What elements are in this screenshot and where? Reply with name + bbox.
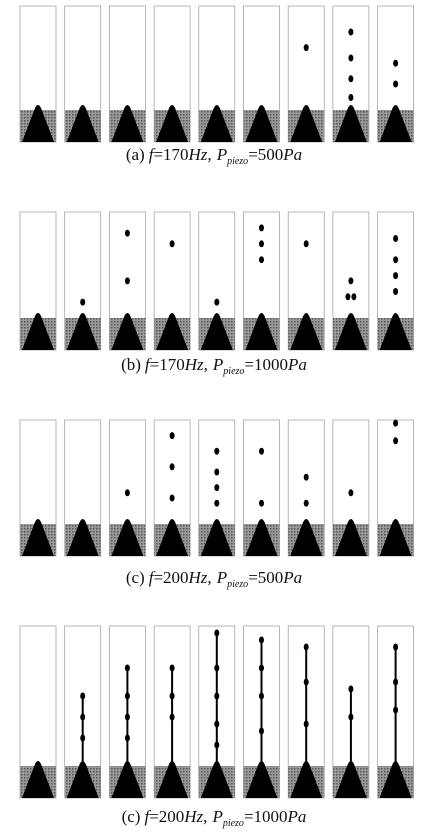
caption: (c)f=200Hz,Ppiezo=500Pa <box>126 568 302 590</box>
caption: (b)f=170Hz,Ppiezo=1000Pa <box>121 355 307 377</box>
caption-label: (b) <box>121 355 141 374</box>
droplet <box>80 693 85 700</box>
caption-sub: piezo <box>226 579 248 590</box>
droplet <box>259 448 264 455</box>
droplet <box>259 665 264 672</box>
droplet <box>125 693 130 700</box>
droplet <box>259 637 264 644</box>
caption-hz: Hz, <box>184 355 208 374</box>
droplet <box>125 714 130 721</box>
droplet <box>259 500 264 507</box>
droplet <box>304 644 309 651</box>
droplet <box>304 474 309 481</box>
droplet <box>170 495 175 502</box>
droplet <box>259 693 264 700</box>
caption-freq: =170 <box>150 355 185 374</box>
droplet <box>125 277 130 284</box>
droplet <box>214 693 219 700</box>
droplet <box>214 742 219 749</box>
droplet <box>170 693 175 700</box>
caption-hz: Hz, <box>188 568 212 587</box>
droplet <box>393 420 398 427</box>
droplet <box>214 721 219 728</box>
droplet <box>259 240 264 247</box>
droplet <box>304 500 309 507</box>
droplet <box>393 60 398 67</box>
droplet <box>214 469 219 476</box>
droplet <box>393 437 398 444</box>
caption-freq: =200 <box>153 568 188 587</box>
droplet <box>348 94 353 101</box>
caption-freq: =200 <box>149 807 184 826</box>
droplet <box>393 235 398 242</box>
caption-freq: =170 <box>153 145 188 164</box>
droplet <box>348 75 353 82</box>
caption-pval: =1000 <box>244 355 288 374</box>
caption-p: P <box>216 568 227 587</box>
droplet <box>345 293 350 300</box>
droplet <box>170 240 175 247</box>
droplet <box>259 728 264 735</box>
caption-label: (c) <box>122 807 141 826</box>
caption-pa: Pa <box>287 807 307 826</box>
droplet <box>214 500 219 507</box>
droplet <box>125 489 130 496</box>
caption-pa: Pa <box>282 145 302 164</box>
droplet <box>214 448 219 455</box>
droplet <box>393 272 398 279</box>
droplet <box>170 432 175 439</box>
caption-pval: =1000 <box>244 807 288 826</box>
droplet <box>351 293 356 300</box>
droplet <box>80 714 85 721</box>
droplet <box>304 240 309 247</box>
droplet <box>259 256 264 263</box>
caption: (c)f=200Hz,Ppiezo=1000Pa <box>122 807 307 829</box>
caption-pval: =500 <box>248 568 283 587</box>
caption-sub: piezo <box>222 818 244 829</box>
droplet <box>259 224 264 231</box>
caption-pa: Pa <box>287 355 307 374</box>
caption-label: (c) <box>126 568 145 587</box>
caption: (a)f=170Hz,Ppiezo=500Pa <box>126 145 302 167</box>
caption-p: P <box>211 807 222 826</box>
caption-p: P <box>216 145 227 164</box>
droplet <box>125 665 130 672</box>
droplet <box>170 463 175 470</box>
droplet <box>348 714 353 721</box>
caption-hz: Hz, <box>188 145 212 164</box>
droplet <box>80 735 85 742</box>
droplet <box>393 81 398 88</box>
droplet <box>125 230 130 237</box>
droplet <box>348 489 353 496</box>
droplet <box>393 679 398 686</box>
droplet <box>348 686 353 693</box>
caption-p: P <box>212 355 223 374</box>
droplet <box>393 288 398 295</box>
caption-pa: Pa <box>282 568 302 587</box>
droplet <box>214 665 219 672</box>
droplet <box>393 256 398 263</box>
droplet <box>214 299 219 306</box>
droplet <box>393 707 398 714</box>
droplet <box>80 299 85 306</box>
droplet <box>214 630 219 637</box>
droplet <box>125 735 130 742</box>
caption-sub: piezo <box>226 156 248 167</box>
droplet <box>170 665 175 672</box>
caption-pval: =500 <box>248 145 283 164</box>
figure: (a)f=170Hz,Ppiezo=500Pa(b)f=170Hz,Ppiezo… <box>0 0 429 836</box>
droplet <box>214 484 219 491</box>
caption-hz: Hz, <box>183 807 207 826</box>
droplet <box>304 44 309 51</box>
caption-label: (a) <box>126 145 145 164</box>
droplet <box>348 55 353 62</box>
droplet <box>393 644 398 651</box>
droplet <box>170 714 175 721</box>
caption-sub: piezo <box>222 366 244 377</box>
droplet <box>304 721 309 728</box>
droplet <box>348 277 353 284</box>
droplet <box>304 679 309 686</box>
droplet <box>348 29 353 36</box>
